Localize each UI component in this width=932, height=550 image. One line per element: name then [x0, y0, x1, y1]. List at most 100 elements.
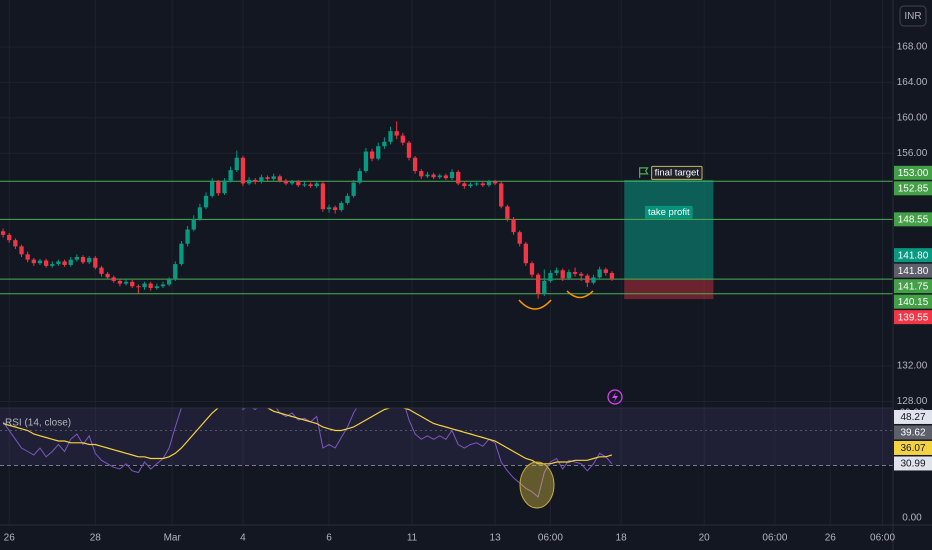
price-label-box — [894, 165, 932, 180]
candle-body — [93, 257, 98, 268]
profit-zone — [624, 179, 714, 280]
price-label-box — [894, 279, 932, 294]
candle-body — [173, 264, 178, 280]
candle-body — [130, 281, 135, 287]
price-pane: final target take profit — [0, 121, 893, 300]
candle-body — [37, 260, 43, 264]
candle-body — [197, 207, 203, 219]
candle-body — [74, 256, 80, 260]
rsi-label: 36.07 — [900, 443, 925, 454]
candle-body — [486, 181, 492, 186]
x-tick-label: 06:00 — [762, 533, 787, 544]
candle-body — [511, 218, 516, 233]
candle-body — [191, 218, 196, 230]
candle-body — [210, 181, 215, 196]
x-tick-label: 4 — [240, 533, 246, 544]
annotation-text: take profit — [648, 207, 690, 218]
price-label: 141.75 — [898, 281, 929, 292]
rsi-label: 39.62 — [900, 428, 925, 439]
candle-body — [357, 171, 362, 183]
price-label: 148.55 — [898, 214, 929, 225]
candle-body — [7, 234, 12, 241]
y-tick-label: 128.00 — [897, 396, 928, 407]
candle-body — [136, 286, 141, 288]
price-label: 153.00 — [898, 168, 929, 179]
rsi-band — [0, 408, 893, 466]
annotation-text: final target — [655, 167, 700, 178]
rsi-line — [2, 408, 613, 498]
candle-body — [591, 277, 596, 283]
candle-body — [283, 180, 289, 184]
candle-body — [271, 176, 276, 180]
y-tick-label: 132.00 — [897, 361, 928, 372]
flag-icon — [639, 167, 649, 178]
candle-body — [99, 267, 104, 274]
price-label-box — [894, 294, 932, 309]
y-tick-label: 168.00 — [897, 42, 928, 53]
candle-body — [302, 184, 307, 186]
candle-body — [105, 273, 110, 278]
y-tick-label: 156.00 — [897, 148, 928, 159]
currency-box[interactable] — [899, 5, 927, 27]
candle-body — [431, 174, 436, 178]
candle-body — [394, 131, 399, 136]
candle-body — [259, 177, 264, 182]
candle-body — [117, 280, 123, 284]
candle-body — [572, 272, 578, 274]
candle-body — [166, 279, 172, 285]
candle-body — [13, 240, 18, 247]
candle-body — [277, 176, 282, 181]
candle-body — [548, 272, 553, 281]
price-label-box — [894, 212, 932, 227]
x-tick-label: 11 — [407, 533, 418, 544]
price-label: 140.15 — [898, 297, 929, 308]
candle-body — [222, 180, 227, 194]
alert-icon-bolt — [612, 392, 618, 402]
rsi-label: 48.27 — [900, 412, 925, 423]
rsi-label-box — [894, 456, 932, 471]
annotation-box — [644, 205, 693, 219]
candle-body — [363, 151, 369, 172]
candle-body — [148, 283, 153, 289]
x-tick-label: Mar — [164, 533, 182, 544]
price-label: 139.55 — [898, 312, 929, 323]
x-tick-label: 20 — [699, 533, 711, 544]
stop-zone — [624, 279, 714, 300]
candle-body — [603, 269, 608, 273]
candle-body — [351, 182, 356, 196]
candle-body — [499, 183, 504, 207]
candle-body — [480, 183, 485, 186]
rsi-label: 30.99 — [900, 459, 925, 470]
candle-body — [240, 157, 246, 184]
x-tick-label: 06:00 — [870, 533, 895, 544]
candle-body — [474, 183, 479, 185]
candle-body — [179, 243, 184, 265]
rsi-pane — [0, 408, 893, 498]
candle-body — [369, 151, 375, 159]
currency: INR — [904, 11, 921, 22]
candle-body — [529, 263, 535, 275]
candle-body — [437, 175, 442, 178]
candle-body — [111, 277, 116, 281]
drawing-ellipse — [519, 461, 555, 509]
x-tick-label: 28 — [90, 533, 102, 544]
candle-body — [123, 281, 129, 284]
price-label: 152.85 — [898, 183, 929, 194]
candle-body — [308, 184, 313, 187]
rsi-ma-line — [2, 408, 613, 465]
x-tick-label: 18 — [616, 533, 628, 544]
candle-body — [19, 246, 24, 255]
x-tick-label: 26 — [825, 533, 837, 544]
alert-icon[interactable] — [607, 389, 623, 405]
candle-body — [339, 202, 344, 211]
candle-body — [492, 181, 498, 184]
candle-body — [585, 275, 590, 283]
candle-body — [419, 171, 424, 177]
candle-body — [56, 261, 61, 265]
candle-body — [523, 243, 528, 264]
candle-body — [87, 257, 92, 263]
annotation-box — [651, 165, 703, 180]
drawing-arc — [566, 290, 594, 299]
candle-body — [560, 270, 565, 279]
